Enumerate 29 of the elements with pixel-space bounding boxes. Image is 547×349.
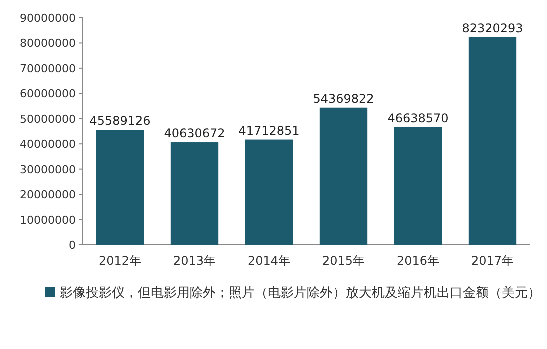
x-tick-label: 2017年: [471, 254, 514, 268]
data-label: 41712851: [238, 124, 300, 138]
data-label: 45589126: [90, 114, 151, 128]
y-tick-label: 80000000: [20, 37, 76, 50]
y-tick-label: 10000000: [20, 214, 76, 227]
x-tick-label: 2014年: [248, 254, 291, 268]
legend: 影像投影仪，但电影用除外；照片（电影片除外）放大机及缩片机出口金额（美元）: [45, 286, 541, 301]
y-tick-label: 70000000: [20, 62, 76, 76]
data-label: 54369822: [313, 92, 374, 106]
x-tick-label: 2013年: [173, 254, 216, 268]
y-tick-label: 0: [69, 239, 76, 252]
y-tick-label: 90000000: [20, 12, 76, 25]
bar: [394, 127, 442, 245]
bar: [170, 142, 219, 245]
bar: [468, 37, 517, 245]
data-label: 40630672: [164, 126, 226, 141]
y-tick-label: 20000000: [20, 188, 76, 202]
y-tick-label: 50000000: [20, 112, 76, 126]
x-tick-label: 2015年: [322, 254, 366, 268]
y-tick-label: 60000000: [20, 88, 76, 101]
data-label: 82320293: [462, 21, 524, 36]
data-label: 46638570: [388, 111, 449, 126]
x-tick-label: 2016年: [396, 254, 440, 268]
y-tick-label: 40000000: [20, 138, 76, 152]
x-tick-label: 2012年: [98, 254, 142, 268]
bar: [96, 130, 144, 245]
bar: [245, 140, 294, 245]
bar: [320, 108, 368, 245]
y-tick-label: 30000000: [20, 163, 76, 176]
